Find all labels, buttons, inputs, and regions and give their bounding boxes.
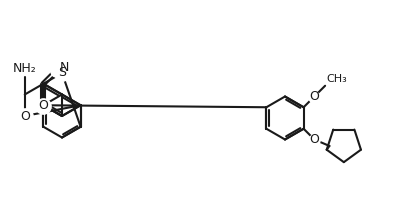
Text: N: N [59,61,69,74]
Text: CH₃: CH₃ [326,74,347,84]
Text: O: O [38,99,48,112]
Text: O: O [309,133,319,146]
Text: S: S [58,67,66,80]
Text: NH₂: NH₂ [13,62,37,75]
Text: O: O [309,90,319,103]
Text: O: O [20,109,30,123]
